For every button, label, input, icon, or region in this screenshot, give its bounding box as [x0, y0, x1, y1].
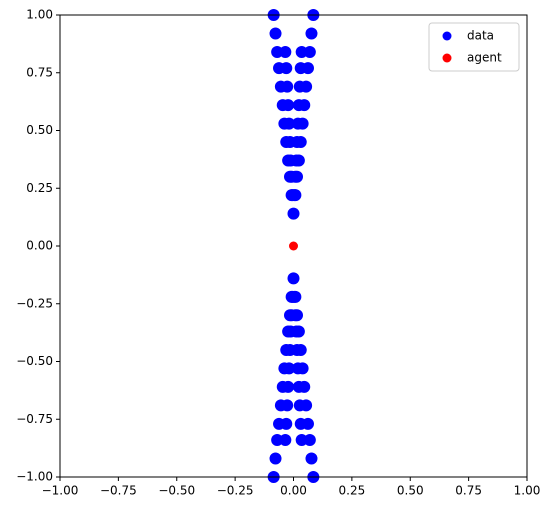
x-tick-label: 0.50	[397, 484, 424, 498]
legend-marker	[442, 31, 452, 41]
point	[287, 272, 300, 285]
point	[292, 380, 305, 393]
legend-box	[428, 22, 520, 72]
x-tick-label: 0.00	[280, 484, 307, 498]
point	[295, 45, 308, 58]
y-tick-label: 0.75	[26, 65, 53, 79]
point	[286, 189, 299, 202]
point	[294, 417, 307, 430]
y-tick-label: −0.50	[16, 354, 53, 368]
point	[291, 117, 304, 130]
point	[283, 136, 296, 149]
point	[269, 27, 282, 40]
legend-marker	[442, 53, 452, 63]
legend-label: data	[467, 29, 494, 43]
point	[280, 417, 293, 430]
point	[280, 62, 293, 75]
point	[282, 380, 295, 393]
point	[281, 80, 294, 93]
point	[293, 80, 306, 93]
point	[287, 207, 300, 220]
point	[305, 452, 318, 465]
point	[279, 45, 292, 58]
y-tick-label: −1.00	[16, 470, 53, 484]
x-tick-label: −0.25	[217, 484, 254, 498]
x-tick-label: 0.75	[455, 484, 482, 498]
y-tick-label: 1.00	[26, 8, 53, 22]
point	[294, 62, 307, 75]
point	[293, 399, 306, 412]
point	[284, 325, 297, 338]
y-tick-label: −0.75	[16, 412, 53, 426]
legend-label: agent	[467, 51, 502, 65]
x-tick-label: −0.50	[158, 484, 195, 498]
point	[295, 434, 308, 447]
point	[305, 27, 318, 40]
point	[282, 99, 295, 112]
point	[281, 399, 294, 412]
y-tick-label: −0.25	[16, 296, 53, 310]
x-tick-label: −1.00	[42, 484, 79, 498]
point	[286, 290, 299, 303]
point	[279, 434, 292, 447]
x-tick-label: −0.75	[100, 484, 137, 498]
y-tick-label: 0.00	[26, 239, 53, 253]
x-tick-label: 0.25	[339, 484, 366, 498]
point	[269, 452, 282, 465]
point	[283, 362, 296, 375]
point	[284, 154, 297, 167]
point	[285, 309, 298, 322]
point	[283, 343, 296, 356]
x-tick-label: 1.00	[514, 484, 541, 498]
point	[283, 117, 296, 130]
y-tick-label: 0.25	[26, 181, 53, 195]
y-tick-label: 0.50	[26, 123, 53, 137]
point	[292, 99, 305, 112]
point	[291, 362, 304, 375]
point	[285, 170, 298, 183]
point	[289, 241, 298, 251]
